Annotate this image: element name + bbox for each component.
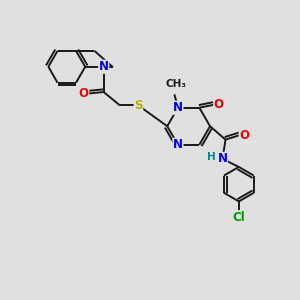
Text: O: O bbox=[239, 129, 249, 142]
Text: O: O bbox=[79, 87, 89, 100]
Text: S: S bbox=[134, 99, 143, 112]
Text: Cl: Cl bbox=[232, 211, 245, 224]
Text: H: H bbox=[207, 152, 216, 162]
Text: O: O bbox=[214, 98, 224, 111]
Text: N: N bbox=[218, 152, 227, 165]
Text: CH₃: CH₃ bbox=[165, 79, 186, 89]
Text: N: N bbox=[173, 138, 183, 151]
Text: N: N bbox=[99, 60, 109, 73]
Text: N: N bbox=[173, 101, 183, 114]
